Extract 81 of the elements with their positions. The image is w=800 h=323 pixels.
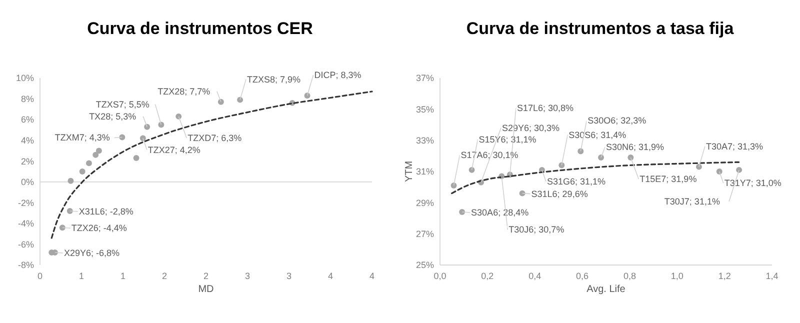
- y-tick-label: 27%: [416, 228, 434, 239]
- x-tick-label: 1: [120, 271, 126, 281]
- point: [79, 168, 86, 174]
- point: [68, 178, 74, 184]
- x-tick-label: 0,0: [434, 271, 446, 281]
- y-axis-title: YTM: [404, 160, 415, 182]
- point: [716, 168, 722, 174]
- annotation: TZXD7; 6,3%: [188, 132, 242, 143]
- annotation: X29Y6; -6,8%: [64, 248, 120, 258]
- annotation: S17L6; 30,8%: [516, 103, 574, 114]
- x-tick-label: 3: [286, 271, 292, 281]
- x-tick-label: 4: [328, 271, 334, 281]
- annotation: T30A7; 31,3%: [706, 141, 764, 152]
- annotation: T30J7; 31,1%: [664, 196, 720, 206]
- point: [96, 148, 102, 154]
- x-tick-label: 0,8: [623, 271, 636, 281]
- point: [92, 152, 99, 158]
- annotation: TZX26; -4,4%: [71, 223, 127, 234]
- x-tick-label: 1,4: [766, 271, 778, 281]
- y-tick-label: 0%: [20, 177, 34, 188]
- x-tick-label: 2: [203, 271, 209, 281]
- point: [119, 134, 126, 140]
- annotation: X31L6; -2,8%: [78, 206, 134, 216]
- annotation: TZXM7; 4,3%: [54, 132, 110, 143]
- x-axis-title: Avg. Life: [586, 284, 626, 295]
- x-tick-label: 0,4: [528, 271, 542, 281]
- y-tick-label: 10%: [16, 73, 34, 84]
- point: [237, 96, 244, 103]
- y-tick-label: 33%: [416, 135, 434, 146]
- y-tick-label: 35%: [416, 104, 434, 114]
- annotation: TX28; 5,3%: [89, 111, 136, 122]
- annotation: S15Y6; 31,1%: [478, 134, 536, 144]
- chart-title: Curva de instrumentos a tasa fija: [466, 19, 734, 38]
- point: [628, 154, 634, 160]
- x-axis-title: MD: [198, 284, 214, 295]
- point: [459, 209, 466, 215]
- y-tick-label: 8%: [20, 94, 34, 104]
- annotation: S30S6; 31,4%: [568, 130, 626, 140]
- annotation: DICP; 8,3%: [314, 70, 362, 80]
- annotation: S30N6; 31,9%: [606, 142, 664, 152]
- annotation: TZXS7; 5,5%: [96, 99, 150, 110]
- x-tick-label: 0,2: [481, 271, 494, 281]
- annotation: TZX27; 4,2%: [148, 144, 200, 155]
- annotation: T30J6; 30,7%: [508, 224, 564, 235]
- y-tick-label: -4%: [18, 218, 34, 229]
- annotation: T15E7; 31,9%: [640, 174, 697, 184]
- y-tick-label: 25%: [416, 260, 434, 270]
- point: [218, 98, 224, 105]
- chart-title: Curva de instrumentos CER: [87, 19, 313, 38]
- x-tick-label: 0,6: [576, 271, 589, 281]
- x-tick-label: 1,2: [718, 271, 731, 281]
- x-tick-label: 0: [37, 271, 43, 281]
- annotation: T31Y7; 31,0%: [724, 178, 782, 188]
- x-tick-label: 1,0: [670, 271, 684, 281]
- point: [736, 166, 742, 173]
- y-tick-label: -8%: [18, 260, 34, 270]
- annotation: S17A6; 30,1%: [460, 150, 518, 160]
- x-tick-label: 2: [162, 271, 168, 281]
- annotation: S30A6; 28,4%: [471, 208, 529, 218]
- annotation: S31G6; 31,1%: [546, 176, 606, 186]
- point: [598, 154, 604, 160]
- annotation: TZX28; 7,7%: [158, 86, 210, 96]
- point: [86, 160, 92, 166]
- y-tick-label: -6%: [18, 239, 34, 250]
- x-tick-label: 4: [369, 271, 375, 281]
- point: [176, 113, 182, 120]
- y-tick-label: -2%: [18, 198, 34, 208]
- point: [133, 155, 140, 161]
- y-tick-label: 4%: [20, 135, 34, 146]
- y-tick-label: 31%: [416, 166, 434, 177]
- annotation: S31L6; 29,6%: [531, 188, 588, 199]
- y-tick-label: 6%: [20, 114, 34, 125]
- annotation: S29Y6; 30,3%: [502, 122, 560, 133]
- y-tick-label: 29%: [416, 198, 434, 208]
- point: [59, 224, 66, 231]
- y-tick-label: 2%: [20, 156, 34, 166]
- annotation: TZXS8; 7,9%: [247, 74, 301, 84]
- x-tick-label: 1: [78, 271, 84, 281]
- y-tick-label: 37%: [416, 73, 434, 84]
- x-tick-label: 3: [244, 271, 250, 281]
- annotation: S30O6; 32,3%: [588, 116, 646, 126]
